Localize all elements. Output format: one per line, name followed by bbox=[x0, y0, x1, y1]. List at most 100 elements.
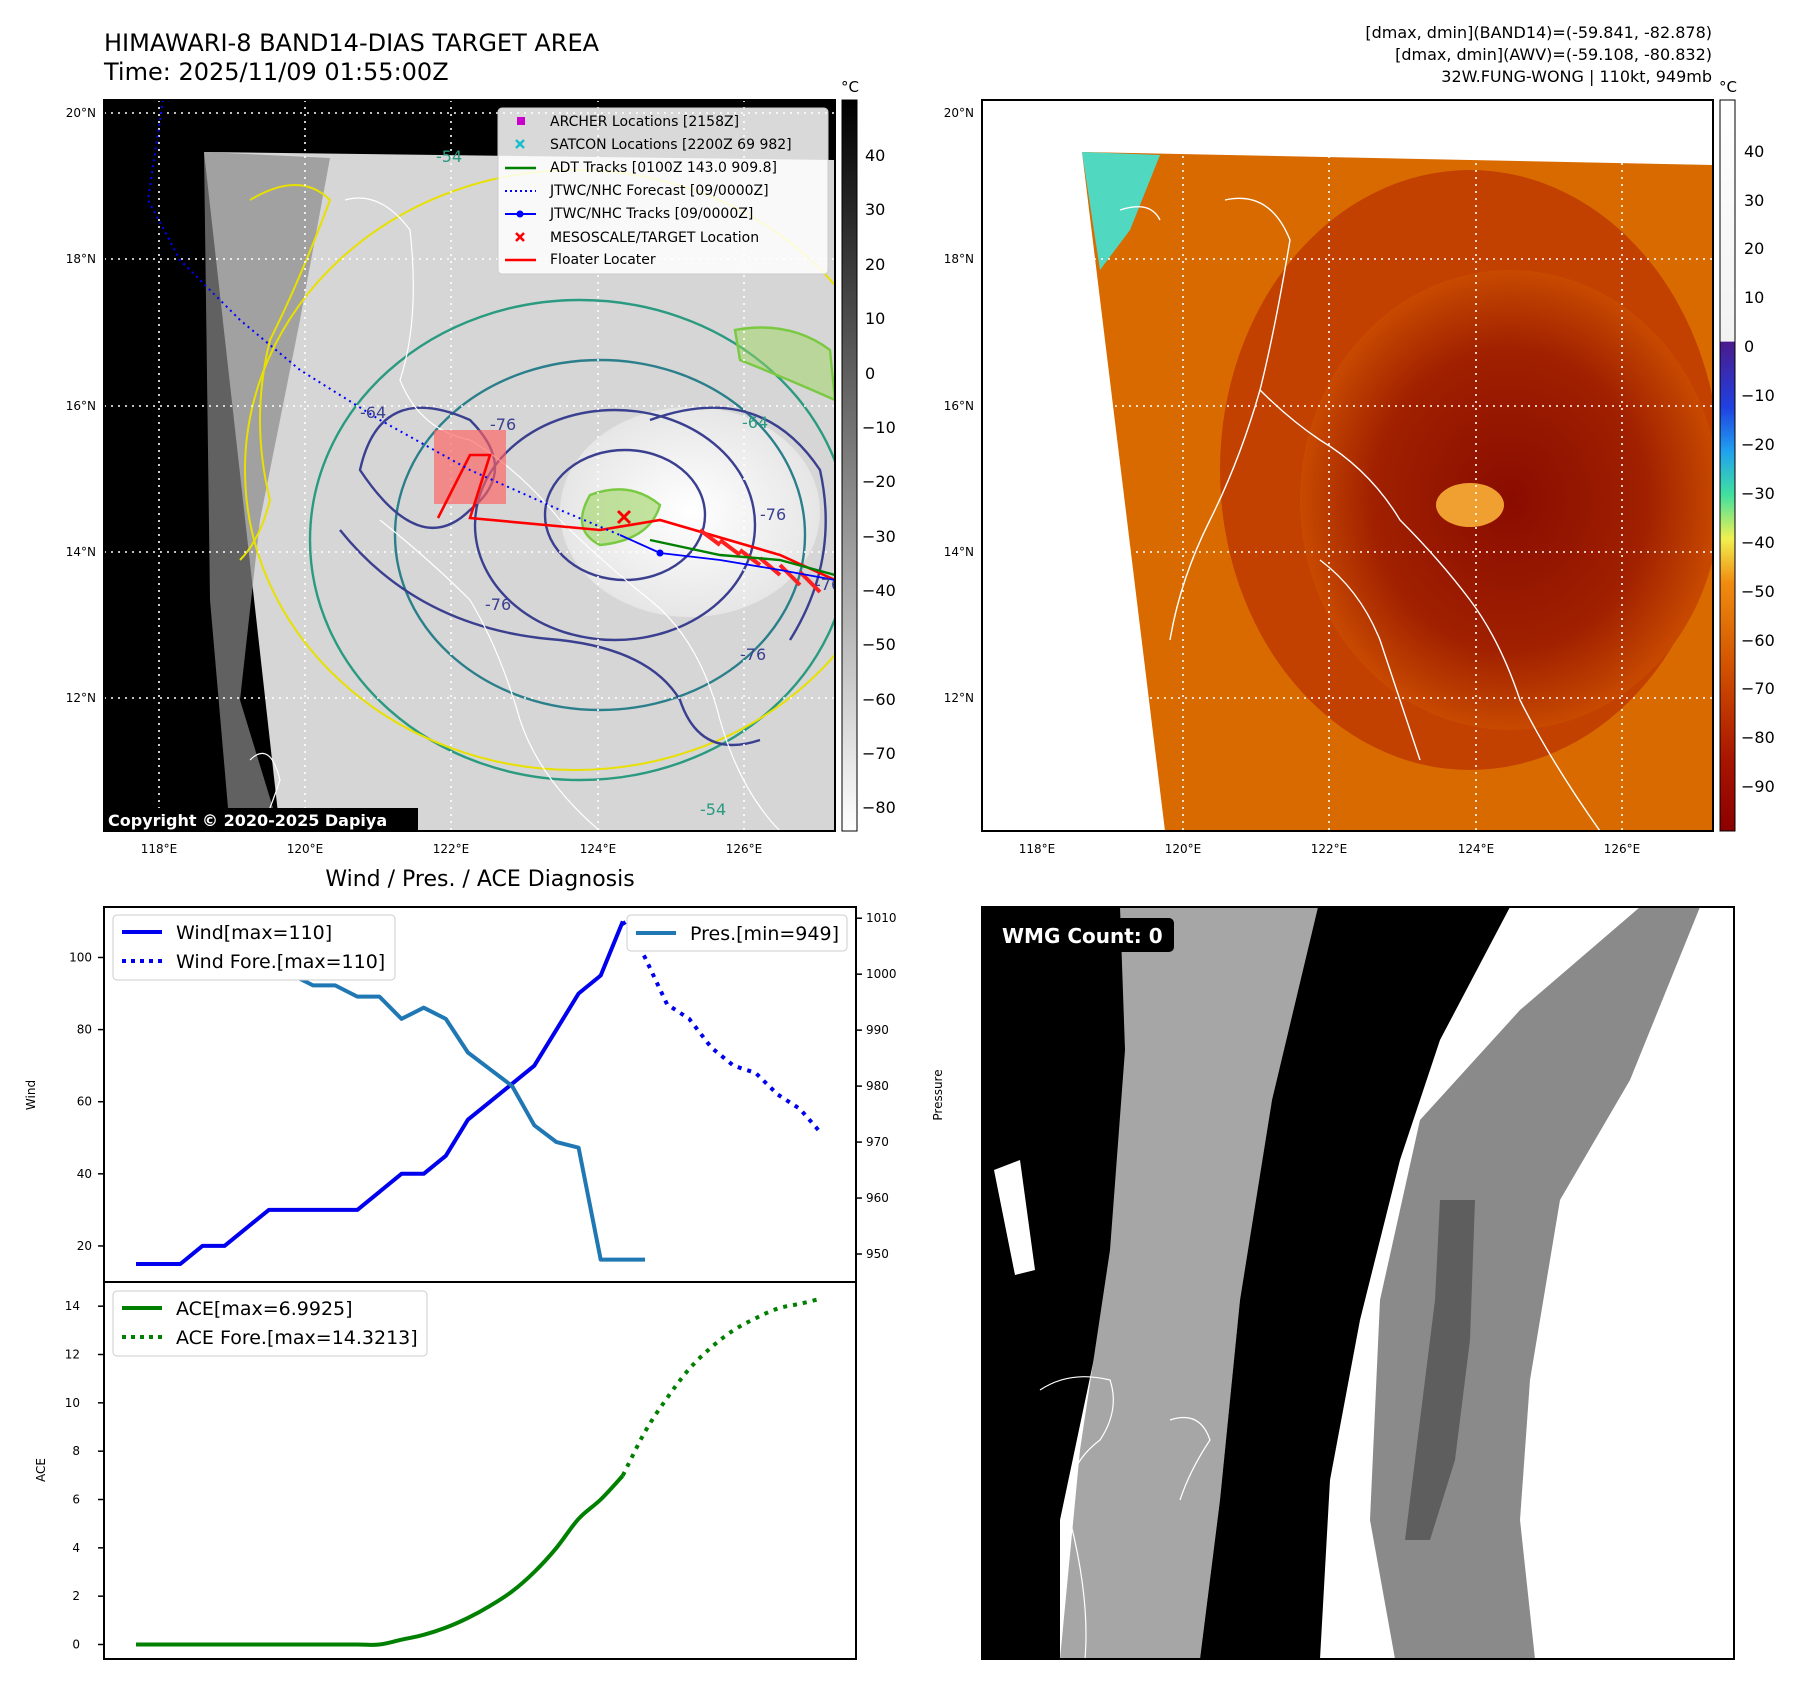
left-map-floater-box bbox=[434, 430, 506, 504]
lon-tick-label: 118°E bbox=[1019, 842, 1056, 856]
right-colorbar bbox=[1719, 99, 1736, 832]
lat-tick-label: 20°N bbox=[66, 106, 96, 120]
contour-label: -64 bbox=[742, 413, 768, 432]
right-map-coastlines bbox=[1119, 197, 1601, 831]
wind-legend: Wind[max=110] Wind Fore.[max=110] bbox=[112, 914, 396, 981]
legend-target-label: MESOSCALE/TARGET Location bbox=[550, 230, 759, 246]
ace-y-tick-label: 6 bbox=[72, 1493, 80, 1507]
legend-archer-label: ARCHER Locations [2158Z] bbox=[550, 114, 739, 130]
right-map-lat-labels: 20°N 18°N 16°N 14°N 12°N bbox=[944, 106, 974, 705]
wind-y-axis-label: Wind bbox=[24, 1080, 38, 1110]
right-cbar-tick: −70 bbox=[1741, 679, 1775, 698]
left-map-contour-labels: -54 -64 -76 -76 -76 -76 -76 -64 -54 bbox=[360, 147, 841, 819]
wmg-gray-band bbox=[1060, 907, 1318, 1659]
right-cbar-tick: 0 bbox=[1744, 337, 1754, 356]
right-map-cold-edge bbox=[1082, 152, 1160, 270]
legend-target-marker bbox=[515, 232, 525, 242]
left-map-land-shade bbox=[204, 152, 330, 831]
left-map-jtwc-track-marker bbox=[656, 549, 664, 557]
lon-tick-label: 126°E bbox=[726, 842, 763, 856]
right-cbar-tick: −90 bbox=[1741, 777, 1775, 796]
right-map-frame bbox=[981, 99, 1714, 832]
left-map-eye-glow bbox=[560, 407, 820, 617]
left-cbar-tick: 0 bbox=[865, 364, 875, 383]
right-colorbar-ticks: 40 30 20 10 0 −10 −20 −30 −40 −50 −60 −7… bbox=[1741, 142, 1775, 796]
copyright-box bbox=[104, 808, 418, 832]
ace-y-tick-label: 0 bbox=[72, 1638, 80, 1652]
wmg-count-box bbox=[994, 918, 1174, 952]
copyright-text: Copyright © 2020-2025 Dapiya bbox=[108, 811, 387, 830]
stats-line-awv: [dmax, dmin](AWV)=(-59.108, -80.832) bbox=[1395, 45, 1712, 64]
right-cbar-tick: −40 bbox=[1741, 533, 1775, 552]
lon-tick-label: 118°E bbox=[141, 842, 178, 856]
wind-axes: 20 40 60 80 100 950 960 970 980 990 1000 1010 bbox=[69, 911, 896, 1261]
left-map-legend: ARCHER Locations [2158Z] SATCON Location… bbox=[497, 107, 829, 275]
right-map-lon-labels: 118°E 120°E 122°E 124°E 126°E bbox=[1019, 842, 1641, 856]
lon-tick-label: 124°E bbox=[1458, 842, 1495, 856]
contour-label: -64 bbox=[360, 403, 386, 422]
lat-tick-label: 18°N bbox=[66, 252, 96, 266]
right-cbar-tick: −50 bbox=[1741, 582, 1775, 601]
lat-tick-label: 12°N bbox=[944, 691, 974, 705]
left-cbar-tick: 40 bbox=[865, 146, 885, 165]
left-map-adt-track bbox=[649, 538, 835, 577]
wind-y-tick-label: 100 bbox=[69, 950, 92, 964]
left-map-lon-labels: 118°E 120°E 122°E 124°E 126°E bbox=[141, 842, 763, 856]
legend-archer-marker bbox=[517, 117, 525, 125]
contour-label: -76 bbox=[485, 595, 511, 614]
left-cbar-tick: −60 bbox=[862, 690, 896, 709]
left-cbar-tick: −80 bbox=[862, 798, 896, 817]
lat-tick-label: 16°N bbox=[944, 399, 974, 413]
pressure-y-tick-label: 950 bbox=[866, 1247, 889, 1261]
legend-satcon-marker bbox=[515, 139, 525, 149]
ace-axes: 0 2 4 6 8 10 12 14 bbox=[65, 1299, 104, 1652]
lat-tick-label: 14°N bbox=[66, 545, 96, 559]
series-line-ace-forecast bbox=[621, 1296, 823, 1477]
series-line-wind bbox=[136, 920, 625, 1266]
wmg-panel bbox=[982, 907, 1734, 1659]
stats-line-band14: [dmax, dmin](BAND14)=(-59.841, -82.878) bbox=[1365, 23, 1712, 42]
stats-line-storm: 32W.FUNG-WONG | 110kt, 949mb bbox=[1441, 67, 1712, 86]
lat-tick-label: 14°N bbox=[944, 545, 974, 559]
contour-label: -76 bbox=[815, 575, 841, 594]
pressure-y-tick-label: 1010 bbox=[866, 911, 897, 925]
legend-floater-label: Floater Locater bbox=[550, 252, 656, 268]
wmg-coastline bbox=[1039, 1376, 1211, 1659]
ace-y-tick-label: 10 bbox=[65, 1396, 80, 1410]
wind-y-tick-label: 80 bbox=[77, 1023, 92, 1037]
lon-tick-label: 122°E bbox=[1311, 842, 1348, 856]
ace-plot-area bbox=[135, 1296, 823, 1647]
wmg-inner-band bbox=[1405, 1200, 1475, 1540]
pressure-y-tick-label: 1000 bbox=[866, 967, 897, 981]
lat-tick-label: 12°N bbox=[66, 691, 96, 705]
left-cbar-tick: −40 bbox=[862, 581, 896, 600]
pressure-legend-label: Pres.[min=949] bbox=[690, 923, 839, 945]
figure-time: Time: 2025/11/09 01:55:00Z bbox=[103, 58, 449, 86]
lat-tick-label: 20°N bbox=[944, 106, 974, 120]
right-cbar-tick: 20 bbox=[1744, 239, 1764, 258]
figure-title: HIMAWARI-8 BAND14-DIAS TARGET AREA bbox=[104, 29, 600, 57]
right-cbar-tick: 30 bbox=[1744, 191, 1764, 210]
ace-y-tick-label: 4 bbox=[72, 1541, 80, 1555]
pressure-y-tick-label: 980 bbox=[866, 1079, 889, 1093]
wmg-frame bbox=[981, 906, 1735, 1660]
lon-tick-label: 122°E bbox=[433, 842, 470, 856]
contour-label: -54 bbox=[700, 800, 726, 819]
left-cbar-tick: 30 bbox=[865, 200, 885, 219]
right-colorbar-unit: °C bbox=[1719, 78, 1737, 96]
left-cbar-tick: −20 bbox=[862, 472, 896, 491]
lat-tick-label: 18°N bbox=[944, 252, 974, 266]
contour-label: -76 bbox=[760, 505, 786, 524]
left-cbar-tick: −30 bbox=[862, 527, 896, 546]
wmg-mid-band bbox=[1370, 907, 1700, 1659]
wind-y-tick-label: 20 bbox=[77, 1239, 92, 1253]
ace-forecast-legend-label: ACE Fore.[max=14.3213] bbox=[176, 1327, 418, 1349]
wmg-black-band bbox=[1200, 907, 1510, 1659]
lon-tick-label: 120°E bbox=[287, 842, 324, 856]
ace-y-axis-label: ACE bbox=[34, 1458, 48, 1482]
left-cbar-tick: −70 bbox=[862, 744, 896, 763]
right-cbar-tick: −60 bbox=[1741, 631, 1775, 650]
wmg-count-label: WMG Count: 0 bbox=[1002, 924, 1163, 948]
right-map-panel bbox=[982, 100, 1713, 831]
left-cbar-tick: −10 bbox=[862, 418, 896, 437]
